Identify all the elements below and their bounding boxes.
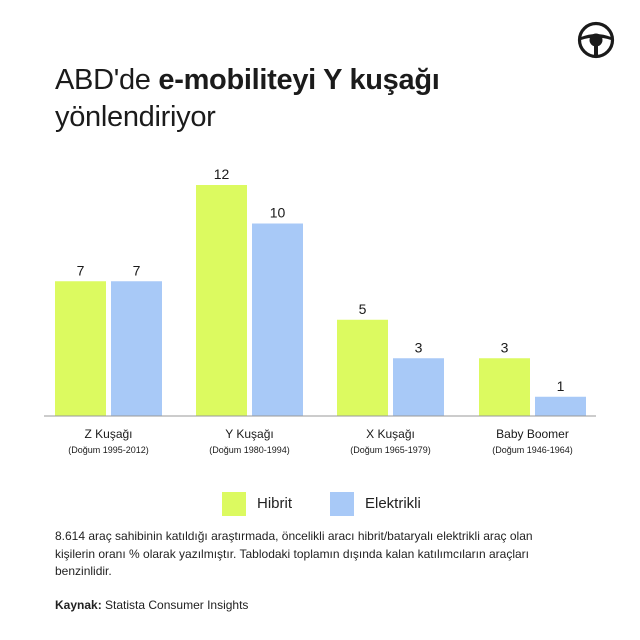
bar-hibrit-x-kusagi: [337, 319, 388, 416]
legend-swatch-elektrikli: [330, 492, 354, 516]
category-sublabel-z-kusagi: (Doğum 1995-2012): [68, 445, 149, 455]
legend-label-elektrikli: Elektrikli: [365, 495, 421, 512]
data-label-elektrikli-x-kusagi: 3: [415, 339, 423, 355]
title-bold: e-mobiliteyi Y kuşağı: [158, 64, 440, 96]
category-sublabel-x-kusagi: (Doğum 1965-1979): [350, 445, 431, 455]
data-label-hibrit-x-kusagi: 5: [359, 301, 367, 317]
steering-wheel-icon: [577, 21, 615, 59]
data-label-elektrikli-y-kusagi: 10: [270, 205, 286, 221]
data-label-hibrit-baby-boomer: 3: [501, 339, 509, 355]
category-label-y-kusagi: Y Kuşağı: [225, 427, 273, 441]
bar-hibrit-z-kusagi: [55, 281, 106, 416]
legend-swatch-hibrit: [222, 492, 246, 516]
bar-elektrikli-x-kusagi: [393, 358, 444, 416]
data-label-elektrikli-z-kusagi: 7: [133, 262, 141, 278]
source-label: Kaynak:: [55, 598, 102, 612]
category-label-z-kusagi: Z Kuşağı: [84, 427, 132, 441]
category-label-baby-boomer: Baby Boomer: [496, 427, 569, 441]
data-label-hibrit-z-kusagi: 7: [77, 262, 85, 278]
category-label-x-kusagi: X Kuşağı: [366, 427, 415, 441]
chart-title: ABD'de e-mobiliteyi Y kuşağı yönlendiriy…: [55, 62, 555, 136]
source-line: Kaynak: Statista Consumer Insights: [55, 598, 248, 612]
title-part2: yönlendiriyor: [55, 101, 216, 133]
bar-hibrit-y-kusagi: [196, 185, 247, 416]
data-label-hibrit-y-kusagi: 12: [214, 166, 230, 182]
data-label-elektrikli-baby-boomer: 1: [557, 378, 565, 394]
category-sublabel-baby-boomer: (Doğum 1946-1964): [492, 445, 573, 455]
category-sublabel-y-kusagi: (Doğum 1980-1994): [209, 445, 290, 455]
title-part1: ABD'de: [55, 64, 159, 96]
source-value: Statista Consumer Insights: [105, 598, 249, 612]
legend-label-hibrit: Hibrit: [257, 495, 293, 512]
footnote: 8.614 araç sahibinin katıldığı araştırma…: [55, 529, 533, 578]
bar-elektrikli-z-kusagi: [111, 281, 162, 416]
bar-elektrikli-y-kusagi: [252, 223, 303, 416]
bar-hibrit-baby-boomer: [479, 358, 530, 416]
bar-elektrikli-baby-boomer: [535, 396, 586, 416]
bar-chart: 7 7 Z Kuşağı (Doğum 1995-2012) 12 10 Y Kuşağı (…: [44, 166, 596, 455]
